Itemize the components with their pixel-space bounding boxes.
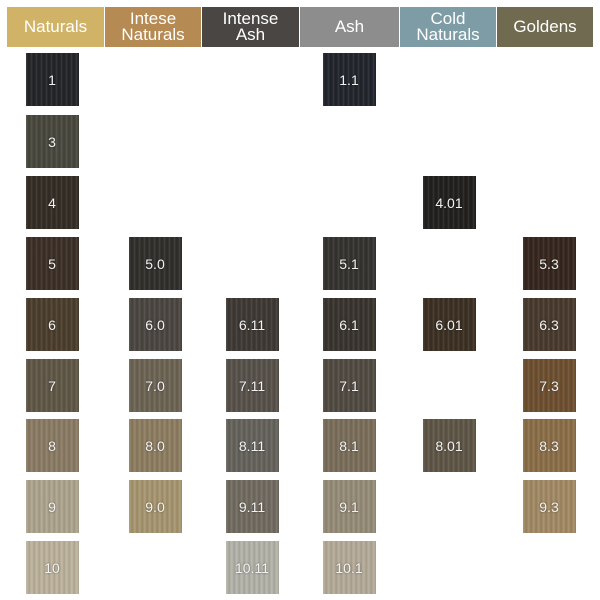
- column-header-label: Naturals: [23, 17, 88, 36]
- swatch-label: 7.1: [339, 377, 359, 394]
- color-swatch-5-1: 5.1: [322, 237, 376, 290]
- swatch-label: 5.3: [539, 255, 559, 272]
- swatch-label: 7.0: [145, 377, 165, 394]
- color-swatch-7-0: 7.0: [128, 359, 182, 412]
- swatch-label: 8.3: [539, 437, 559, 454]
- swatch-label: 6.0: [145, 316, 165, 333]
- swatch-label: 9.11: [238, 498, 266, 515]
- color-swatch-8-3: 8.3: [522, 419, 576, 472]
- swatch-label: 5.0: [145, 255, 165, 272]
- swatch-label: 6: [48, 316, 56, 333]
- column-header-intese-naturals: Intese Naturals: [105, 7, 201, 47]
- swatch-label: 10: [44, 559, 60, 576]
- swatch-label: 6.3: [539, 316, 559, 333]
- swatch-label: 8.0: [145, 437, 165, 454]
- swatch-label: 8: [48, 437, 56, 454]
- color-swatch-10-11: 10.11: [225, 541, 279, 594]
- color-swatch-7-3: 7.3: [522, 359, 576, 412]
- color-swatch-7-11: 7.11: [225, 359, 279, 412]
- color-swatch-9-11: 9.11: [225, 480, 279, 533]
- swatch-label: 5: [48, 255, 56, 272]
- column-header-goldens: Goldens: [497, 7, 593, 47]
- color-swatch-3: 3: [25, 115, 79, 168]
- color-swatch-4-01: 4.01: [422, 176, 476, 229]
- color-swatch-8-0: 8.0: [128, 419, 182, 472]
- color-swatch-5: 5: [25, 237, 79, 290]
- swatch-label: 9.0: [145, 498, 165, 515]
- color-swatch-8: 8: [25, 419, 79, 472]
- color-swatch-8-01: 8.01: [422, 419, 476, 472]
- color-swatch-8-11: 8.11: [225, 419, 279, 472]
- swatch-label: 7.3: [539, 377, 559, 394]
- swatch-label: 10.1: [335, 559, 363, 576]
- color-swatch-9-0: 9.0: [128, 480, 182, 533]
- color-swatch-6-01: 6.01: [422, 298, 476, 351]
- column-header-label: Intense Ash: [222, 9, 279, 44]
- column-header-cold-naturals: Cold Naturals: [400, 7, 496, 47]
- swatch-label: 7: [48, 377, 56, 394]
- color-swatch-1-1: 1.1: [322, 53, 376, 106]
- swatch-label: 4: [48, 194, 56, 211]
- color-swatch-6-11: 6.11: [225, 298, 279, 351]
- swatch-label: 6.1: [339, 316, 359, 333]
- swatch-label: 9.1: [339, 498, 359, 515]
- swatch-label: 5.1: [339, 255, 359, 272]
- color-swatch-7: 7: [25, 359, 79, 412]
- color-swatch-1: 1: [25, 53, 79, 106]
- color-swatch-9-1: 9.1: [322, 480, 376, 533]
- swatch-label: 9.3: [539, 498, 559, 515]
- color-swatch-5-3: 5.3: [522, 237, 576, 290]
- color-swatch-4: 4: [25, 176, 79, 229]
- color-swatch-10: 10: [25, 541, 79, 594]
- color-swatch-8-1: 8.1: [322, 419, 376, 472]
- swatch-label: 4.01: [435, 194, 463, 211]
- swatch-label: 8.01: [435, 437, 463, 454]
- swatch-label: 1.1: [339, 71, 359, 88]
- swatch-label: 6.11: [238, 316, 266, 333]
- swatch-label: 8.1: [339, 437, 359, 454]
- column-header-label: Ash: [334, 17, 365, 36]
- column-header-naturals: Naturals: [7, 7, 104, 47]
- swatch-label: 6.01: [435, 316, 463, 333]
- swatch-label: 7.11: [238, 377, 266, 394]
- color-swatch-9-3: 9.3: [522, 480, 576, 533]
- color-swatch-6-0: 6.0: [128, 298, 182, 351]
- swatch-label: 3: [48, 133, 56, 150]
- color-swatch-7-1: 7.1: [322, 359, 376, 412]
- color-swatch-6-3: 6.3: [522, 298, 576, 351]
- color-swatch-10-1: 10.1: [322, 541, 376, 594]
- swatch-label: 8.11: [238, 437, 266, 454]
- column-header-label: Intese Naturals: [121, 9, 185, 44]
- color-swatch-6: 6: [25, 298, 79, 351]
- column-header-intense-ash: Intense Ash: [202, 7, 299, 47]
- column-header-label: Cold Naturals: [416, 9, 480, 44]
- swatch-label: 1: [48, 71, 56, 88]
- column-header-ash: Ash: [300, 7, 399, 47]
- column-header-label: Goldens: [513, 17, 577, 36]
- swatch-label: 9: [48, 498, 56, 515]
- color-swatch-9: 9: [25, 480, 79, 533]
- color-swatch-6-1: 6.1: [322, 298, 376, 351]
- swatch-label: 10.11: [235, 559, 269, 576]
- color-swatch-5-0: 5.0: [128, 237, 182, 290]
